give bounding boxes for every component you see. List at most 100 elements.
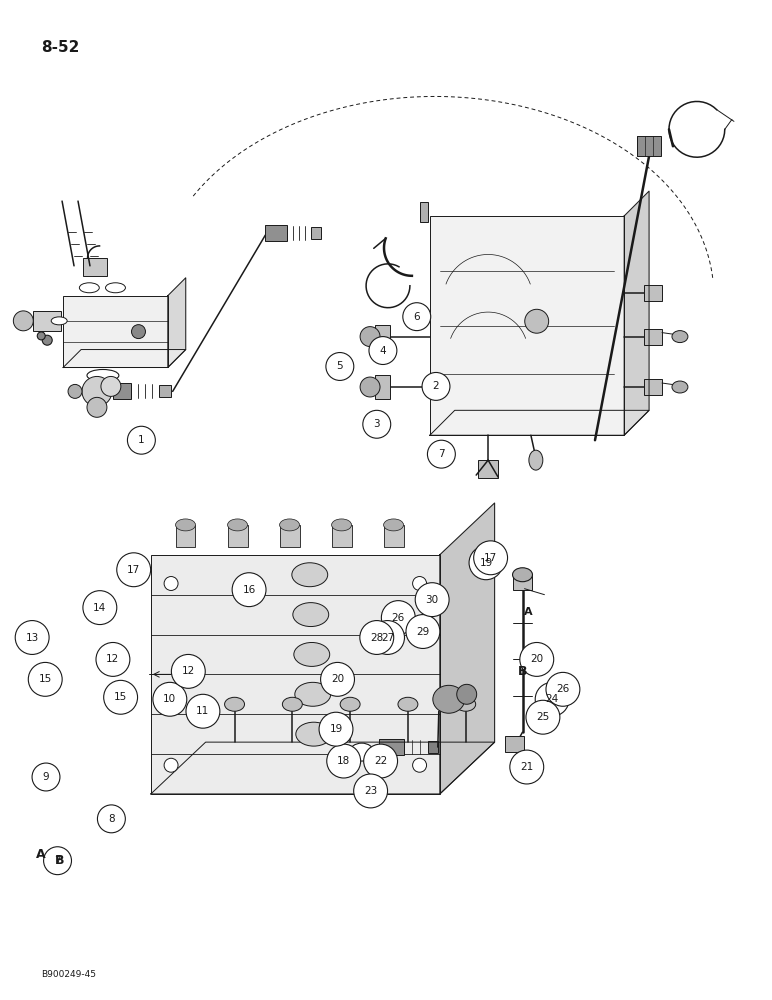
Bar (375, 375, 390, 399)
Ellipse shape (42, 335, 52, 345)
Text: 29: 29 (416, 627, 429, 637)
Circle shape (474, 541, 507, 575)
Polygon shape (430, 410, 649, 435)
Circle shape (186, 694, 220, 728)
Circle shape (510, 750, 543, 784)
Text: 18: 18 (337, 756, 350, 766)
Ellipse shape (513, 568, 533, 582)
Circle shape (117, 553, 151, 587)
Ellipse shape (175, 519, 195, 531)
Bar (379, 739, 404, 755)
Circle shape (546, 672, 580, 706)
Ellipse shape (13, 311, 33, 331)
Ellipse shape (37, 332, 46, 340)
Text: 8-52: 8-52 (41, 40, 80, 55)
Text: 6: 6 (414, 312, 420, 322)
Circle shape (422, 372, 450, 400)
Ellipse shape (131, 325, 145, 339)
Ellipse shape (455, 697, 476, 711)
Ellipse shape (68, 384, 82, 398)
Ellipse shape (293, 603, 329, 627)
Ellipse shape (87, 369, 119, 381)
Ellipse shape (164, 577, 178, 590)
Bar (513, 575, 533, 590)
Circle shape (526, 700, 560, 734)
Text: 24: 24 (546, 694, 559, 704)
Circle shape (469, 546, 503, 580)
Ellipse shape (332, 519, 351, 531)
Bar (266, 225, 287, 241)
Circle shape (428, 440, 455, 468)
Text: 7: 7 (438, 449, 445, 459)
Ellipse shape (106, 283, 125, 293)
Circle shape (354, 774, 388, 808)
Circle shape (403, 303, 431, 331)
Text: 17: 17 (484, 553, 497, 563)
Circle shape (320, 662, 354, 696)
Ellipse shape (51, 317, 67, 325)
Bar (430, 216, 624, 435)
Bar (279, 525, 300, 547)
Ellipse shape (360, 327, 380, 347)
Ellipse shape (225, 697, 245, 711)
Bar (637, 136, 661, 156)
Circle shape (406, 615, 440, 648)
Text: 19: 19 (330, 724, 343, 734)
Bar (644, 379, 662, 395)
Text: 14: 14 (93, 603, 107, 613)
Text: A: A (524, 607, 533, 617)
Circle shape (326, 353, 354, 380)
Ellipse shape (433, 685, 465, 713)
Bar (505, 736, 524, 752)
Bar (175, 525, 195, 547)
Text: 10: 10 (164, 694, 177, 704)
Text: 16: 16 (242, 585, 256, 595)
Circle shape (232, 573, 266, 607)
Text: 19: 19 (479, 558, 493, 568)
Ellipse shape (672, 381, 688, 393)
Ellipse shape (412, 758, 427, 772)
Bar (151, 555, 440, 794)
Bar (428, 741, 438, 753)
Text: 26: 26 (391, 613, 405, 623)
Circle shape (363, 410, 391, 438)
Text: 13: 13 (25, 633, 39, 643)
Text: 27: 27 (381, 633, 394, 643)
Text: 20: 20 (530, 654, 543, 664)
Circle shape (43, 847, 72, 875)
Ellipse shape (457, 684, 476, 704)
Text: 9: 9 (42, 772, 49, 782)
Ellipse shape (87, 397, 107, 417)
Text: A: A (36, 848, 46, 861)
Text: B900249-45: B900249-45 (41, 970, 96, 979)
Text: 2: 2 (432, 381, 439, 391)
Text: 7: 7 (54, 856, 61, 866)
Ellipse shape (292, 563, 327, 587)
Text: 3: 3 (374, 419, 380, 429)
Polygon shape (440, 503, 495, 794)
Bar (644, 329, 662, 345)
Bar (420, 202, 428, 222)
Circle shape (153, 682, 187, 716)
Circle shape (96, 642, 130, 676)
Ellipse shape (672, 331, 688, 343)
Bar (159, 385, 171, 397)
Circle shape (415, 583, 449, 617)
Text: 1: 1 (138, 435, 144, 445)
Circle shape (371, 621, 405, 654)
Ellipse shape (360, 377, 380, 397)
Circle shape (327, 744, 361, 778)
Ellipse shape (80, 283, 100, 293)
Text: 30: 30 (425, 595, 438, 605)
Circle shape (360, 621, 394, 654)
Circle shape (535, 682, 569, 716)
Text: 26: 26 (557, 684, 570, 694)
Bar (384, 525, 404, 547)
Text: B: B (55, 854, 64, 867)
Ellipse shape (294, 642, 330, 666)
Text: 12: 12 (107, 654, 120, 664)
Text: 5: 5 (337, 361, 344, 371)
Bar (311, 227, 321, 239)
Text: 23: 23 (364, 786, 378, 796)
Text: 4: 4 (380, 346, 386, 356)
